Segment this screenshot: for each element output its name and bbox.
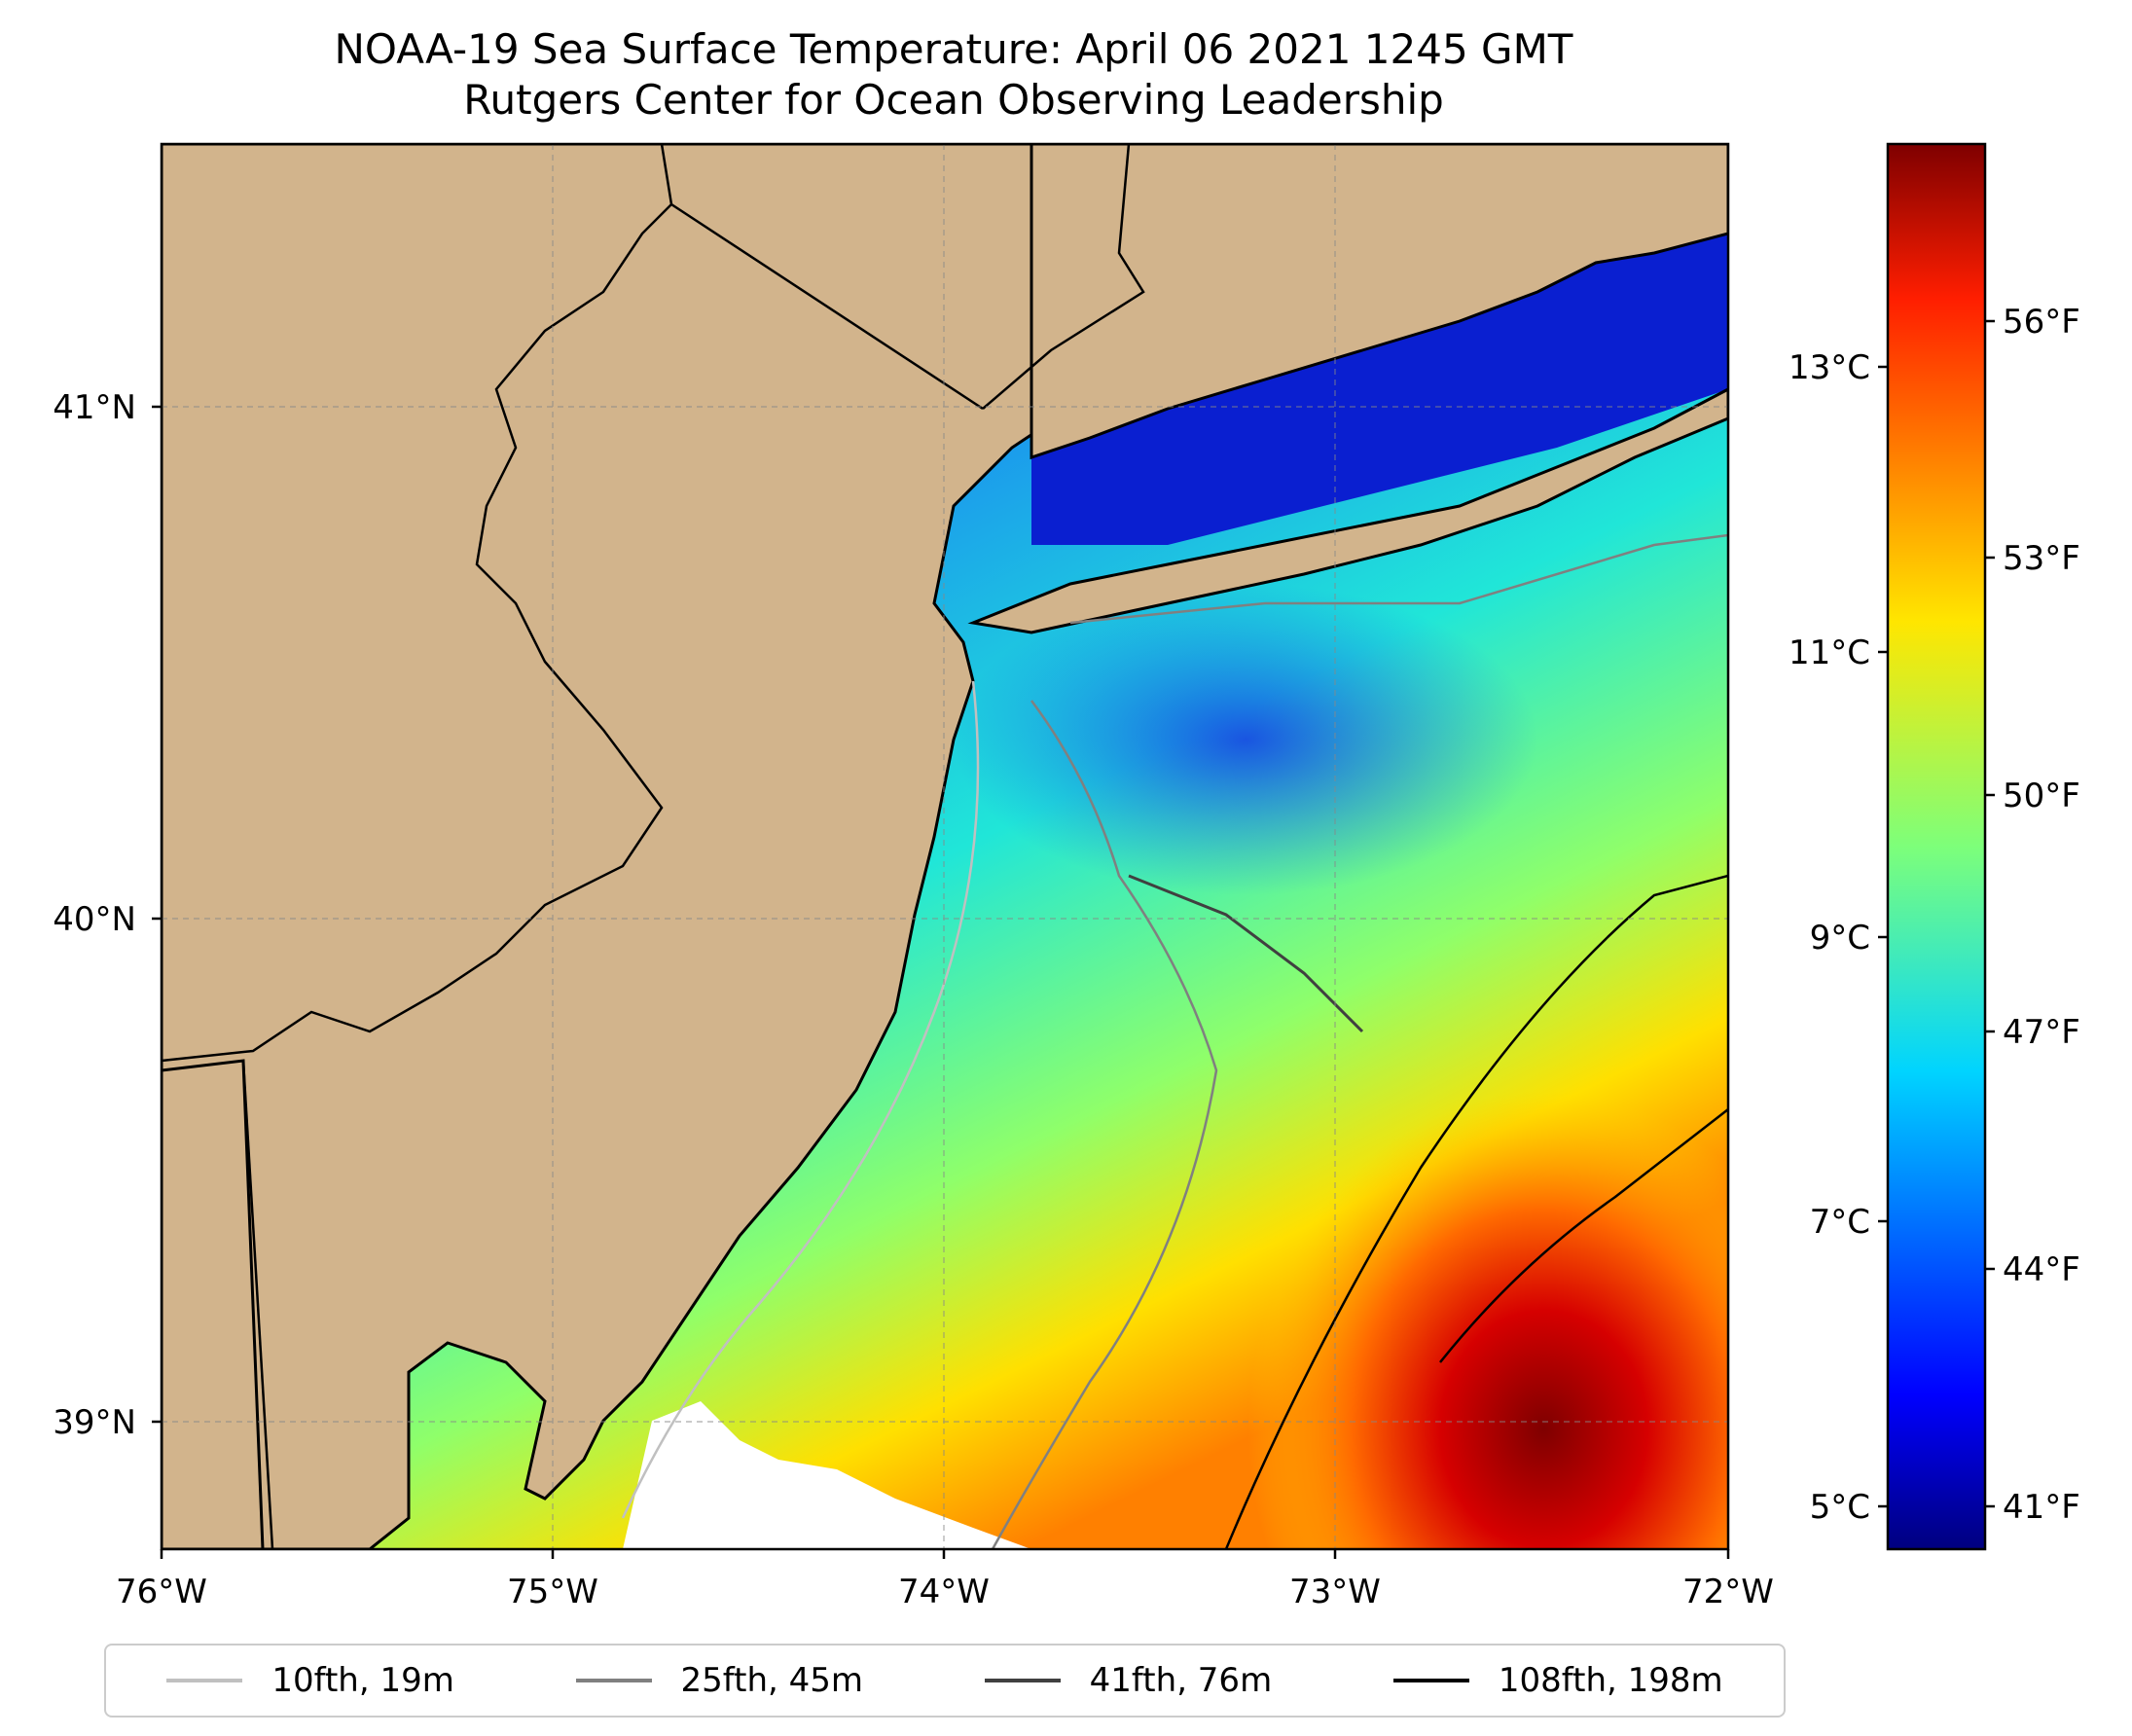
legend-line-swatch (166, 1679, 243, 1682)
gulf-stream-warm-water (1070, 798, 1728, 1549)
state-borders (162, 144, 1145, 1549)
legend-label: 10fth, 19m (271, 1661, 454, 1700)
lon-tick-labels: 76°W 75°W 74°W 73°W 72°W (116, 1573, 1774, 1611)
isobath-45m (991, 700, 1218, 1549)
lat-tick-label: 40°N (53, 900, 136, 939)
legend-line-swatch (575, 1679, 652, 1682)
fahrenheit-tick-label: 50°F (2003, 777, 2080, 815)
lon-tick-label: 75°W (507, 1573, 598, 1611)
lon-tick-label: 73°W (1289, 1573, 1381, 1611)
celsius-tick-label: 9°C (1810, 919, 1870, 958)
delaware-land (162, 1059, 265, 1549)
legend-item: 25fth, 45m (575, 1661, 864, 1700)
celsius-tick-label: 7°C (1810, 1203, 1870, 1242)
colorbar-fahrenheit-labels: 56°F 53°F 50°F 47°F 44°F 41°F (2003, 303, 2080, 1527)
isobath-19m (621, 680, 980, 1519)
lat-tick-marks (152, 405, 162, 1424)
fahrenheit-tick-label: 41°F (2003, 1488, 2080, 1527)
celsius-tick-label: 5°C (1810, 1488, 1870, 1527)
fahrenheit-tick-label: 56°F (2003, 303, 2080, 342)
lat-tick-label: 39°N (53, 1403, 136, 1442)
map-area (162, 144, 1728, 1549)
connecticut-land (1030, 144, 1728, 460)
lat-tick-label: 41°N (53, 388, 136, 427)
legend-line-swatch (984, 1679, 1061, 1682)
lon-tick-label: 72°W (1682, 1573, 1774, 1611)
title-line-1: NOAA-19 Sea Surface Temperature: April 0… (334, 25, 1573, 73)
new-jersey-land (162, 144, 1150, 1549)
celsius-tick-label: 11°C (1789, 633, 1870, 672)
title-line-2: Rutgers Center for Ocean Observing Leade… (463, 76, 1444, 124)
isobath-76m (1128, 874, 1364, 1033)
cold-water-patch (954, 584, 1537, 895)
celsius-tick-label: 13°C (1789, 348, 1870, 387)
long-island-sound-cold-water (1031, 214, 1728, 545)
land-masses (162, 144, 1728, 1549)
legend-label: 25fth, 45m (680, 1661, 864, 1700)
fahrenheit-tick-label: 53°F (2003, 539, 2080, 578)
legend-item: 41fth, 76m (984, 1661, 1273, 1700)
legend-item: 108fth, 198m (1392, 1661, 1723, 1700)
isobath-legend: 10fth, 19m 25fth, 45m 41fth, 76m 108fth,… (104, 1644, 1786, 1718)
legend-label: 41fth, 76m (1089, 1661, 1273, 1700)
colorbar (1886, 142, 1987, 1551)
fahrenheit-tick-label: 44°F (2003, 1250, 2080, 1289)
lon-tick-label: 76°W (116, 1573, 207, 1611)
legend-label: 108fth, 198m (1498, 1661, 1723, 1700)
no-data-region (623, 1401, 1031, 1549)
map-gridlines (162, 144, 1728, 1549)
lon-tick-marks (160, 1549, 1730, 1559)
colorbar-fahrenheit-ticks (1985, 319, 1995, 1508)
legend-line-swatch (1392, 1679, 1469, 1682)
long-island-land (967, 387, 1728, 634)
isobath-198m (1224, 874, 1728, 1549)
colorbar-celsius-ticks (1878, 365, 1888, 1508)
lat-tick-labels: 41°N 40°N 39°N (53, 388, 136, 1442)
lon-tick-label: 74°W (898, 1573, 990, 1611)
legend-item: 10fth, 19m (166, 1661, 454, 1700)
isobath-contours (621, 533, 1728, 1549)
colorbar-celsius-labels: 13°C 11°C 9°C 7°C 5°C (1789, 348, 1870, 1527)
fahrenheit-tick-label: 47°F (2003, 1013, 2080, 1052)
